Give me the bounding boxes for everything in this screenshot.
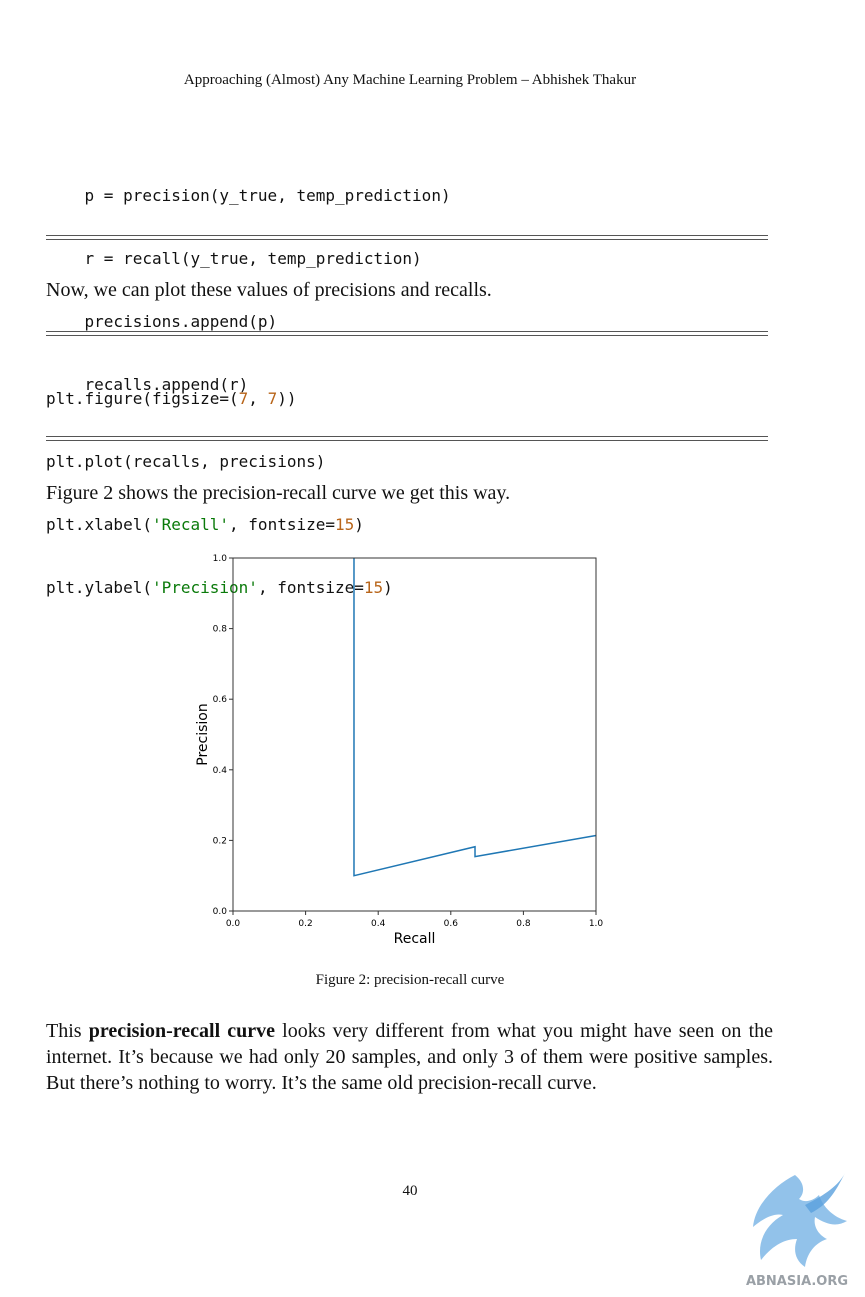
running-header: Approaching (Almost) Any Machine Learnin…	[183, 72, 637, 88]
code-line: plt.plot(recalls, precisions)	[46, 452, 326, 471]
code-block-plot: plt.figure(figsize=(7, 7)) plt.plot(reca…	[46, 346, 768, 619]
code-divider	[46, 235, 768, 240]
y-tick-label: 0.0	[213, 907, 228, 917]
page-number: 40	[402, 1183, 418, 1199]
code-line: plt.xlabel('Recall', fontsize=15)	[46, 515, 364, 534]
svg-text:ABNASIA.ORG: ABNASIA.ORG	[746, 1274, 848, 1289]
paragraph-intro-plot: Now, we can plot these values of precisi…	[46, 279, 492, 301]
paragraph-figure-ref: Figure 2 shows the precision-recall curv…	[46, 482, 511, 504]
code-line: plt.figure(figsize=(7, 7))	[46, 389, 297, 408]
x-tick-label: 0.4	[371, 919, 386, 929]
code-line: plt.ylabel('Precision', fontsize=15)	[46, 578, 393, 597]
code-block-loop: p = precision(y_true, temp_prediction) r…	[46, 143, 768, 416]
code-line: precisions.append(p)	[46, 312, 278, 331]
x-tick-label: 0.0	[226, 919, 241, 929]
precision-recall-chart: 0.0 0.2 0.4 0.6 0.8 1.0 0.0 0.2 0.4 0.6 0.8 1.0 Rec…	[195, 554, 604, 947]
y-tick-label: 0.8	[213, 625, 228, 635]
abnasia-watermark-logo: ABNASIA.ORG	[746, 1173, 848, 1289]
y-tick-label: 0.4	[213, 766, 228, 776]
y-tick-label: 0.2	[213, 836, 227, 846]
code-divider	[46, 331, 768, 336]
code-line: r = recall(y_true, temp_prediction)	[46, 249, 422, 268]
x-tick-label: 0.8	[516, 919, 531, 929]
x-tick-label: 1.0	[589, 919, 604, 929]
paragraph-explanation: This precision-recall curve looks very d…	[46, 1020, 773, 1094]
x-tick-label: 0.6	[444, 919, 459, 929]
figure-caption: Figure 2: precision-recall curve	[315, 972, 505, 988]
code-line: p = precision(y_true, temp_prediction)	[46, 186, 451, 205]
x-axis-label: Recall	[394, 931, 436, 947]
precision-recall-line	[353, 558, 597, 877]
code-line: recalls.append(r)	[46, 375, 249, 394]
code-divider	[46, 436, 768, 441]
y-tick-label: 1.0	[213, 554, 228, 564]
x-tick-label: 0.2	[298, 919, 312, 929]
plot-frame	[232, 557, 597, 912]
bold-term: precision-recall curve	[88, 1020, 276, 1042]
y-axis-label: Precision	[195, 703, 211, 765]
y-tick-label: 0.6	[213, 695, 228, 705]
